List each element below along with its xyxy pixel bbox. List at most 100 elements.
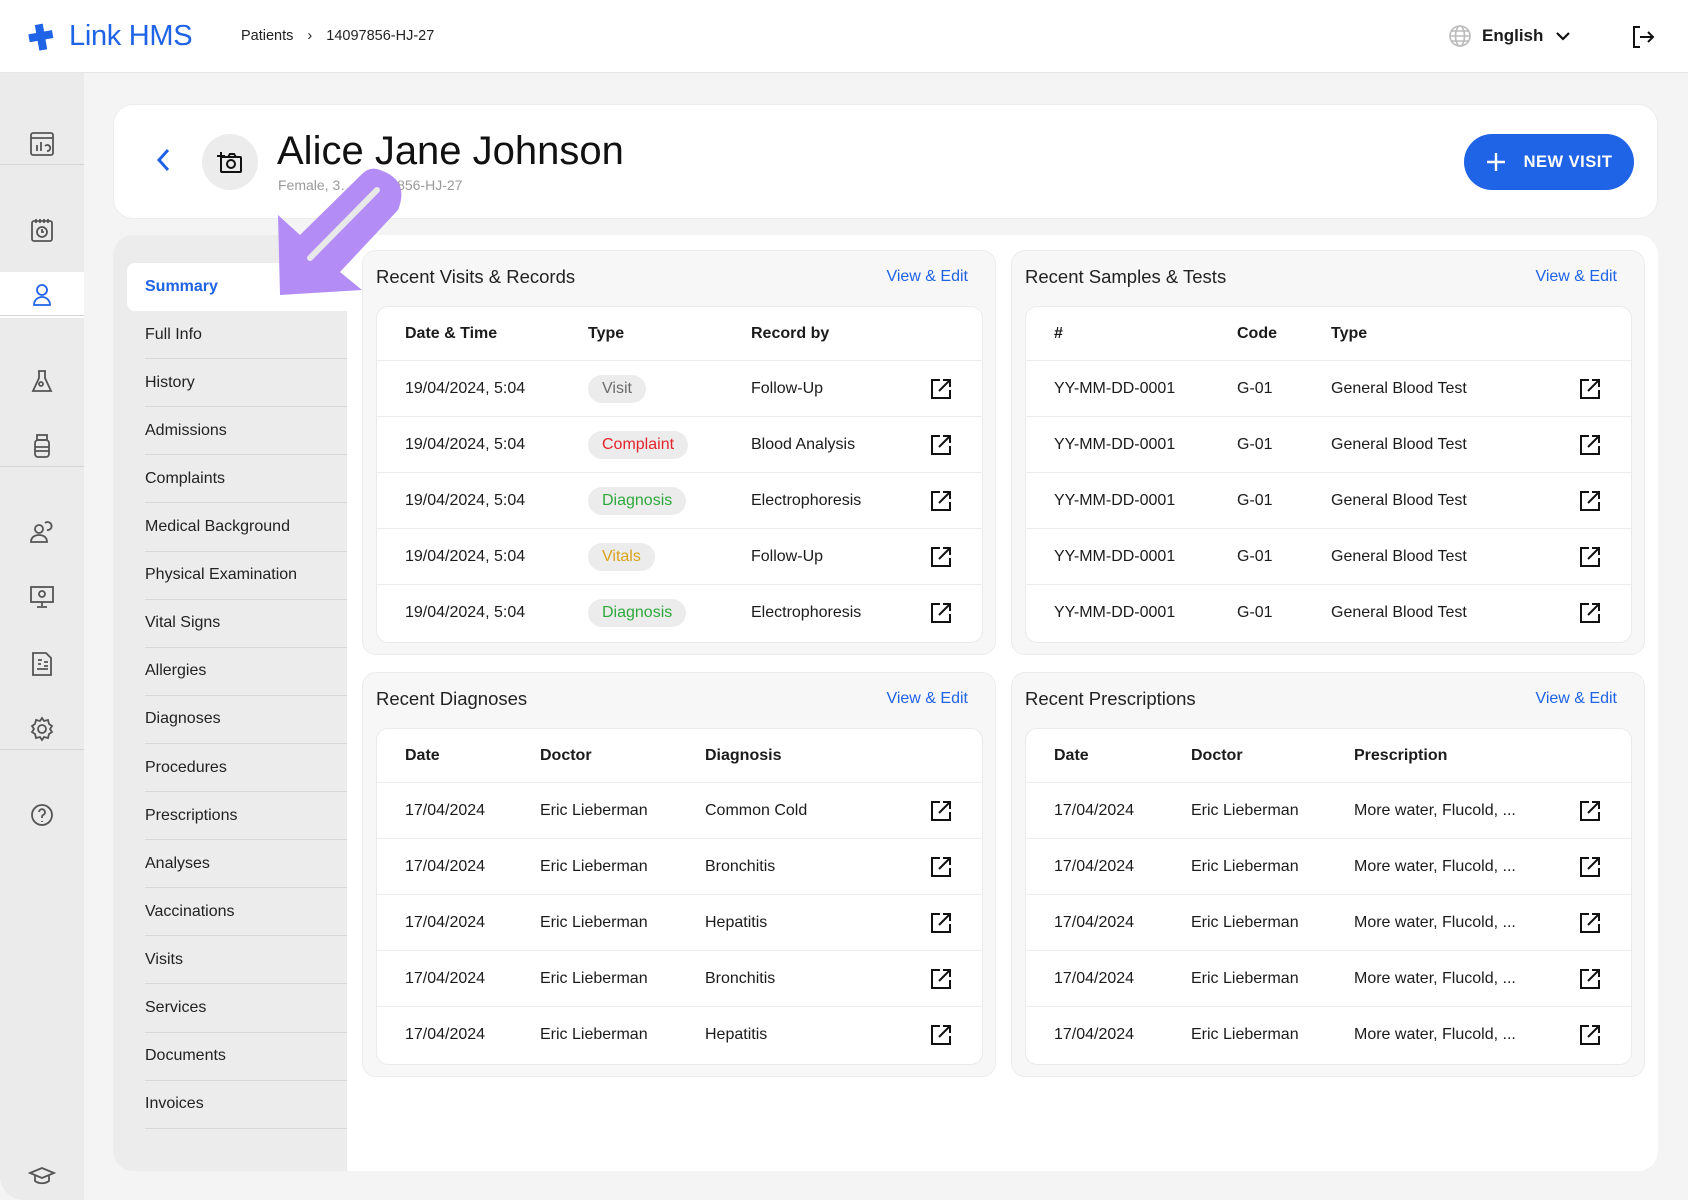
table-row[interactable]: 19/04/2024, 5:04 Complaint Blood Analysis	[377, 417, 982, 473]
table-cell: G-01	[1237, 379, 1273, 397]
open-external-icon[interactable]	[1579, 434, 1601, 456]
avatar-upload[interactable]	[202, 134, 258, 190]
table-cell: Eric Lieberman	[540, 1026, 648, 1043]
logout-icon[interactable]	[1630, 24, 1656, 50]
new-visit-label: NEW VISIT	[1523, 152, 1613, 171]
back-chevron-icon[interactable]	[154, 145, 174, 175]
subnav-item-admissions[interactable]: Admissions	[145, 407, 347, 456]
top-bar: Link HMS Patients › 14097856-HJ-27 Engli…	[0, 0, 1688, 73]
table-row[interactable]: YY-MM-DD-0001 G-01 General Blood Test	[1026, 361, 1631, 417]
open-external-icon[interactable]	[930, 912, 952, 934]
rail-item-monitor[interactable]	[0, 574, 84, 620]
logo[interactable]: Link HMS	[27, 20, 193, 53]
rail-item-help[interactable]	[0, 792, 84, 838]
open-external-icon[interactable]	[1579, 490, 1601, 512]
table-row[interactable]: YY-MM-DD-0001 G-01 General Blood Test	[1026, 529, 1631, 585]
subnav-item-vital-signs[interactable]: Vital Signs	[145, 600, 347, 648]
table-cell: General Blood Test	[1331, 379, 1467, 397]
table-row[interactable]: 19/04/2024, 5:04 Visit Follow-Up	[377, 361, 982, 417]
column-header: Code	[1237, 324, 1277, 342]
new-visit-button[interactable]: NEW VISIT	[1464, 134, 1634, 190]
view-edit-link[interactable]: View & Edit	[886, 690, 968, 707]
rail-item-academy[interactable]	[0, 1153, 84, 1199]
table-cell: Hepatitis	[705, 1026, 768, 1043]
lab-flask-icon	[31, 370, 53, 392]
table-row[interactable]: 17/04/2024 Eric Lieberman Bronchitis	[377, 839, 982, 895]
rail-item-lab-flask[interactable]	[0, 358, 84, 404]
table-row[interactable]: 17/04/2024 Eric Lieberman More water, Fluc…	[1026, 839, 1631, 895]
subnav-item-full-info[interactable]: Full Info	[145, 311, 347, 360]
table-row[interactable]: 19/04/2024, 5:04 Diagnosis Electrophoresis	[377, 585, 982, 641]
rail-item-patient[interactable]	[0, 272, 84, 318]
table-header-row: # Code Type	[1026, 307, 1631, 361]
open-external-icon[interactable]	[930, 1024, 952, 1046]
breadcrumb-patients[interactable]: Patients	[241, 28, 294, 44]
subnav-item-diagnoses[interactable]: Diagnoses	[145, 696, 347, 744]
subnav-item-history[interactable]: History	[145, 359, 347, 408]
subnav-item-medical-background[interactable]: Medical Background	[145, 504, 347, 552]
open-external-icon[interactable]	[1579, 800, 1601, 822]
subnav-item-visits[interactable]: Visits	[145, 936, 347, 985]
recent-visits-panel: Recent Visits & Records View & Edit Date &…	[362, 250, 996, 655]
table-row[interactable]: 17/04/2024 Eric Lieberman Hepatitis	[377, 1007, 982, 1063]
subnav-item-documents[interactable]: Documents	[145, 1033, 347, 1081]
table-row[interactable]: 17/04/2024 Eric Lieberman More water, Fluc…	[1026, 1007, 1631, 1063]
open-external-icon[interactable]	[1579, 968, 1601, 990]
table-row[interactable]: 17/04/2024 Eric Lieberman More water, Fluc…	[1026, 783, 1631, 839]
open-external-icon[interactable]	[1579, 546, 1601, 568]
patient-name: Alice Jane Johnson	[277, 129, 624, 173]
table-cell: Blood Analysis	[751, 435, 856, 453]
rail-item-calendar-clock[interactable]	[0, 207, 84, 253]
type-cell: Complaint	[588, 417, 689, 472]
subnav-item-complaints[interactable]: Complaints	[145, 455, 347, 504]
rail-item-dashboard[interactable]	[0, 121, 84, 167]
table-row[interactable]: 17/04/2024 Eric Lieberman Hepatitis	[377, 895, 982, 951]
language-selector[interactable]: English	[1448, 24, 1573, 48]
subnav-item-analyses[interactable]: Analyses	[145, 840, 347, 889]
rail-item-staff-users[interactable]	[0, 509, 84, 555]
rail-item-settings[interactable]	[0, 706, 84, 752]
rail-item-billing[interactable]	[0, 641, 84, 687]
subnav-item-vaccinations[interactable]: Vaccinations	[145, 888, 347, 937]
table-row[interactable]: 19/04/2024, 5:04 Diagnosis Electrophoresis	[377, 473, 982, 529]
table-row[interactable]: 19/04/2024, 5:04 Vitals Follow-Up	[377, 529, 982, 585]
table-row[interactable]: 17/04/2024 Eric Lieberman More water, Fluc…	[1026, 895, 1631, 951]
subnav-item-procedures[interactable]: Procedures	[145, 744, 347, 792]
recent-prescriptions-panel: Recent Prescriptions View & Edit Date Docto…	[1011, 672, 1645, 1077]
table-row[interactable]: 17/04/2024 Eric Lieberman Common Cold	[377, 783, 982, 839]
table-cell: General Blood Test	[1331, 491, 1467, 509]
table-row[interactable]: YY-MM-DD-0001 G-01 General Blood Test	[1026, 585, 1631, 641]
table-row[interactable]: YY-MM-DD-0001 G-01 General Blood Test	[1026, 473, 1631, 529]
table-row[interactable]: 17/04/2024 Eric Lieberman More water, Fluc…	[1026, 951, 1631, 1007]
table-cell: Eric Lieberman	[540, 969, 648, 987]
open-external-icon[interactable]	[1579, 1024, 1601, 1046]
table-cell: 17/04/2024	[405, 1026, 486, 1043]
open-external-icon[interactable]	[930, 602, 952, 624]
open-external-icon[interactable]	[1579, 378, 1601, 400]
view-edit-link[interactable]: View & Edit	[1535, 268, 1617, 285]
rail-item-medicine-bottle[interactable]	[0, 423, 84, 469]
view-edit-link[interactable]: View & Edit	[1535, 690, 1617, 707]
table-cell: Eric Lieberman	[540, 913, 648, 931]
table-cell: Eric Lieberman	[540, 801, 648, 819]
open-external-icon[interactable]	[930, 856, 952, 878]
subnav-item-invoices[interactable]: Invoices	[145, 1081, 347, 1129]
panel-table: Date Doctor Prescription 17/04/2024 Eric Lie…	[1025, 728, 1632, 1065]
table-cell: More water, Flucold, ...	[1354, 1026, 1516, 1043]
open-external-icon[interactable]	[930, 800, 952, 822]
open-external-icon[interactable]	[1579, 912, 1601, 934]
table-row[interactable]: 17/04/2024 Eric Lieberman Bronchitis	[377, 951, 982, 1007]
open-external-icon[interactable]	[1579, 602, 1601, 624]
subnav-item-physical-examination[interactable]: Physical Examination	[145, 552, 347, 600]
table-row[interactable]: YY-MM-DD-0001 G-01 General Blood Test	[1026, 417, 1631, 473]
subnav-item-prescriptions[interactable]: Prescriptions	[145, 792, 347, 841]
subnav-item-allergies[interactable]: Allergies	[145, 648, 347, 696]
open-external-icon[interactable]	[930, 490, 952, 512]
open-external-icon[interactable]	[930, 434, 952, 456]
view-edit-link[interactable]: View & Edit	[886, 268, 968, 285]
subnav-item-services[interactable]: Services	[145, 985, 347, 1033]
open-external-icon[interactable]	[1579, 856, 1601, 878]
open-external-icon[interactable]	[930, 546, 952, 568]
open-external-icon[interactable]	[930, 968, 952, 990]
open-external-icon[interactable]	[930, 378, 952, 400]
